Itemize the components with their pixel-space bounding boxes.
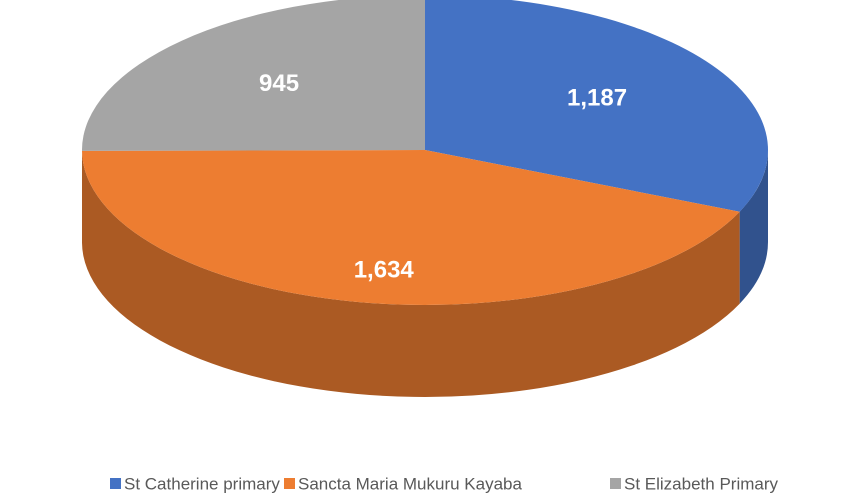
value-label: 1,634 (354, 256, 415, 283)
value-label: 1,187 (567, 84, 627, 111)
value-label: 945 (259, 70, 299, 97)
legend-label: St Catherine primary (124, 474, 280, 493)
slice (82, 0, 425, 151)
slice (425, 0, 768, 212)
legend-label: Sancta Maria Mukuru Kayaba (298, 474, 522, 493)
slice-side (739, 150, 768, 304)
legend-swatch (110, 478, 121, 489)
legend-label: St Elizabeth Primary (624, 474, 778, 493)
slice-side (82, 150, 740, 397)
legend-swatch (284, 478, 295, 489)
slice (82, 150, 740, 305)
legend-swatch (610, 478, 621, 489)
